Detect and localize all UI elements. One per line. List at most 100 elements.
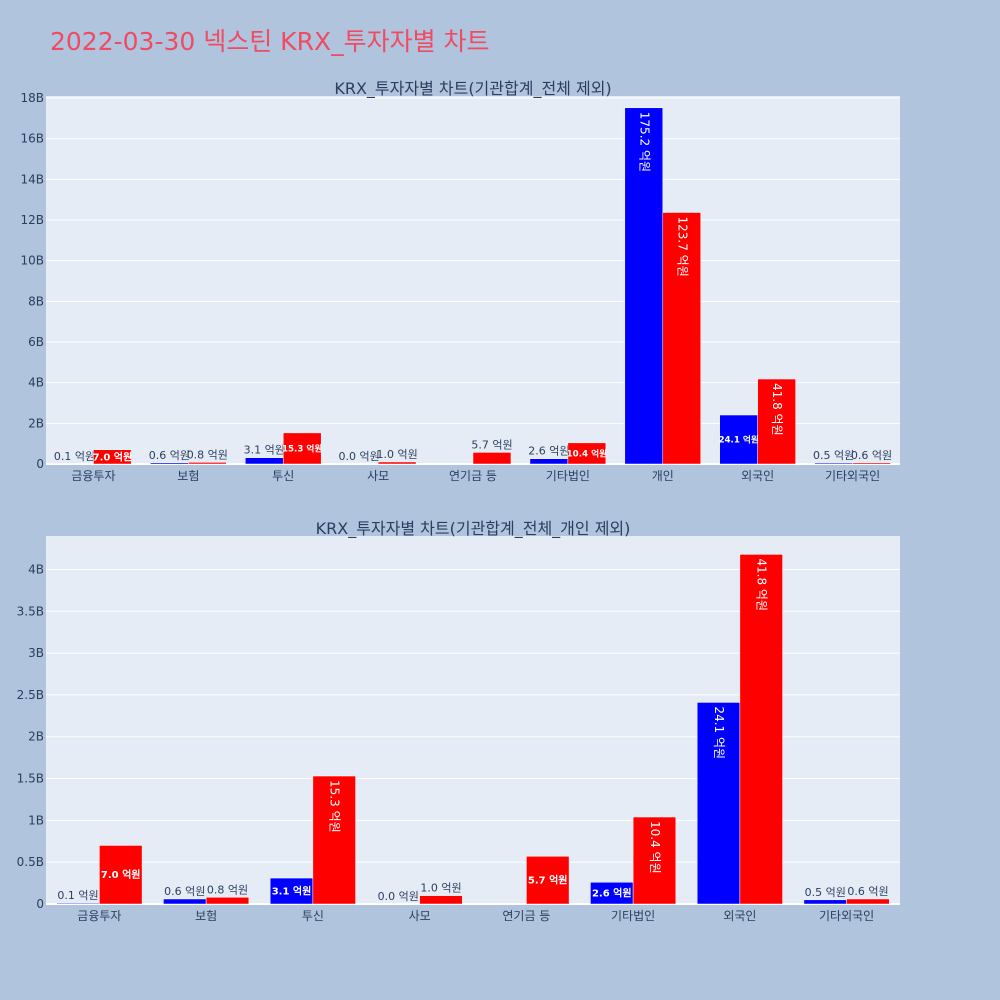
x-tick-label: 기타법인 xyxy=(546,469,590,483)
bar-value-label: 41.8 억원 xyxy=(755,558,769,611)
x-tick-label: 외국인 xyxy=(723,909,756,923)
x-tick-label: 금융투자 xyxy=(71,469,115,483)
y-tick-label: 2B xyxy=(28,416,44,430)
chart-title: KRX_투자자별 차트(기관합계_전체 제외) xyxy=(334,79,611,99)
bar-value-label: 5.7 억원 xyxy=(471,438,512,451)
bar-series-a xyxy=(150,462,189,465)
x-tick-label: 기타법인 xyxy=(611,909,655,923)
y-tick-label: 10B xyxy=(20,254,44,268)
bar-series-b xyxy=(282,432,322,465)
bar-series-b xyxy=(739,554,783,905)
bar-value-label: 0.6 억원 xyxy=(851,449,892,462)
bar-series-b xyxy=(526,856,570,905)
y-tick-label: 3.5B xyxy=(17,604,44,618)
bar-series-b xyxy=(632,816,677,905)
bar-series-a xyxy=(624,107,664,465)
page-title: 2022-03-30 넥스틴 KRX_투자자별 차트 xyxy=(50,27,490,56)
bar-value-label: 5.7 억원 xyxy=(528,874,568,887)
bar-series-a xyxy=(696,702,741,905)
bar-series-a xyxy=(719,414,758,465)
bar-value-label: 123.7 억원 xyxy=(675,216,689,276)
bar-value-label: 0.0 억원 xyxy=(378,890,419,903)
bar-value-label: 0.8 억원 xyxy=(207,883,248,896)
x-tick-label: 사모 xyxy=(409,909,431,923)
bar-value-label: 15.3 억원 xyxy=(282,443,322,455)
x-tick-label: 기타외국인 xyxy=(825,469,880,483)
y-tick-label: 0 xyxy=(36,457,44,471)
bar-series-b xyxy=(205,897,250,905)
bar-series-a xyxy=(245,457,284,465)
chart-1: 0 2B 4B 6B 8B 10B 12B 14B 16B 18B KRX_투자자별 차트(기관합계… xyxy=(20,79,900,483)
bar-value-label: 10.4 억원 xyxy=(567,447,607,459)
x-tick-label: 투신 xyxy=(272,469,294,483)
x-tick-label: 개인 xyxy=(652,469,674,483)
x-tick-label: 외국인 xyxy=(741,469,774,483)
y-tick-label: 18B xyxy=(20,91,44,105)
y-tick-label: 12B xyxy=(20,213,44,227)
bar-value-label: 2.6 억원 xyxy=(528,445,569,458)
bar-series-b xyxy=(472,452,512,465)
bar-value-label: 0.6 억원 xyxy=(847,885,888,898)
bar-series-b xyxy=(846,898,890,905)
y-tick-label: 2B xyxy=(28,730,44,744)
bar-value-label: 0.1 억원 xyxy=(54,450,95,463)
bar-value-label: 41.8 억원 xyxy=(770,383,784,436)
bar-series-b xyxy=(567,442,607,465)
bar-value-label: 24.1 억원 xyxy=(718,434,758,446)
x-tick-label: 연기금 등 xyxy=(502,909,550,923)
bar-series-a xyxy=(814,462,853,465)
bar-value-label: 24.1 억원 xyxy=(712,706,726,759)
y-tick-label: 6B xyxy=(28,335,44,349)
bar-series-a xyxy=(163,898,207,905)
chart-2: 0 0.5B 1B 1.5B 2B 2.5B 3B 3.5B 4B KRX_투자자별 차트(기관합… xyxy=(17,519,900,923)
y-tick-label: 1.5B xyxy=(17,772,44,786)
bar-series-b xyxy=(757,378,796,465)
bar-value-label: 7.0 억원 xyxy=(101,868,141,881)
bar-series-b xyxy=(852,462,891,465)
bar-value-label: 175.2 억원 xyxy=(637,112,651,172)
bar-value-label: 3.1 억원 xyxy=(244,444,285,457)
bar-value-label: 10.4 억원 xyxy=(648,821,662,874)
bar-series-b xyxy=(662,212,701,465)
bar-value-label: 1.0 억원 xyxy=(420,882,461,895)
bar-value-label: 0.6 억원 xyxy=(149,449,190,462)
bar-value-label: 0.5 억원 xyxy=(813,449,854,462)
y-tick-label: 0.5B xyxy=(17,855,44,869)
bar-value-label: 7.0 억원 xyxy=(93,450,133,463)
bar-series-b xyxy=(99,845,143,905)
bar-series-b xyxy=(188,462,227,465)
bar-series-a xyxy=(269,877,314,905)
x-tick-label: 사모 xyxy=(367,469,389,483)
y-tick-label: 4B xyxy=(28,562,44,576)
x-tick-label: 투신 xyxy=(302,909,324,923)
bar-series-b xyxy=(377,461,417,465)
bar-value-label: 0.1 억원 xyxy=(57,889,98,902)
bar-series-a xyxy=(529,458,569,465)
bar-series-b xyxy=(312,775,356,905)
bar-series-b xyxy=(93,449,132,465)
y-tick-label: 3B xyxy=(28,646,44,660)
bar-value-label: 0.5 억원 xyxy=(805,886,846,899)
x-tick-label: 보험 xyxy=(195,909,217,923)
x-tick-label: 기타외국인 xyxy=(819,909,874,923)
bar-series-a xyxy=(803,899,847,905)
y-tick-label: 8B xyxy=(28,294,44,308)
bar-value-label: 1.0 억원 xyxy=(376,448,417,461)
y-tick-label: 2.5B xyxy=(17,688,44,702)
y-tick-label: 0 xyxy=(36,897,44,911)
chart-title: KRX_투자자별 차트(기관합계_전체_개인 제외) xyxy=(316,519,631,539)
bar-value-label: 0.6 억원 xyxy=(164,885,205,898)
bar-value-label: 15.3 억원 xyxy=(328,780,342,833)
bar-value-label: 3.1 억원 xyxy=(272,885,312,898)
x-tick-label: 연기금 등 xyxy=(449,469,497,483)
bar-value-label: 2.6 억원 xyxy=(592,887,632,900)
y-tick-label: 16B xyxy=(20,132,44,146)
bar-value-label: 0.8 억원 xyxy=(187,448,228,461)
y-tick-label: 1B xyxy=(28,813,44,827)
x-tick-label: 금융투자 xyxy=(77,909,121,923)
x-tick-label: 보험 xyxy=(177,469,199,483)
y-tick-label: 14B xyxy=(20,172,44,186)
y-tick-label: 4B xyxy=(28,376,44,390)
bar-series-b xyxy=(419,895,463,905)
